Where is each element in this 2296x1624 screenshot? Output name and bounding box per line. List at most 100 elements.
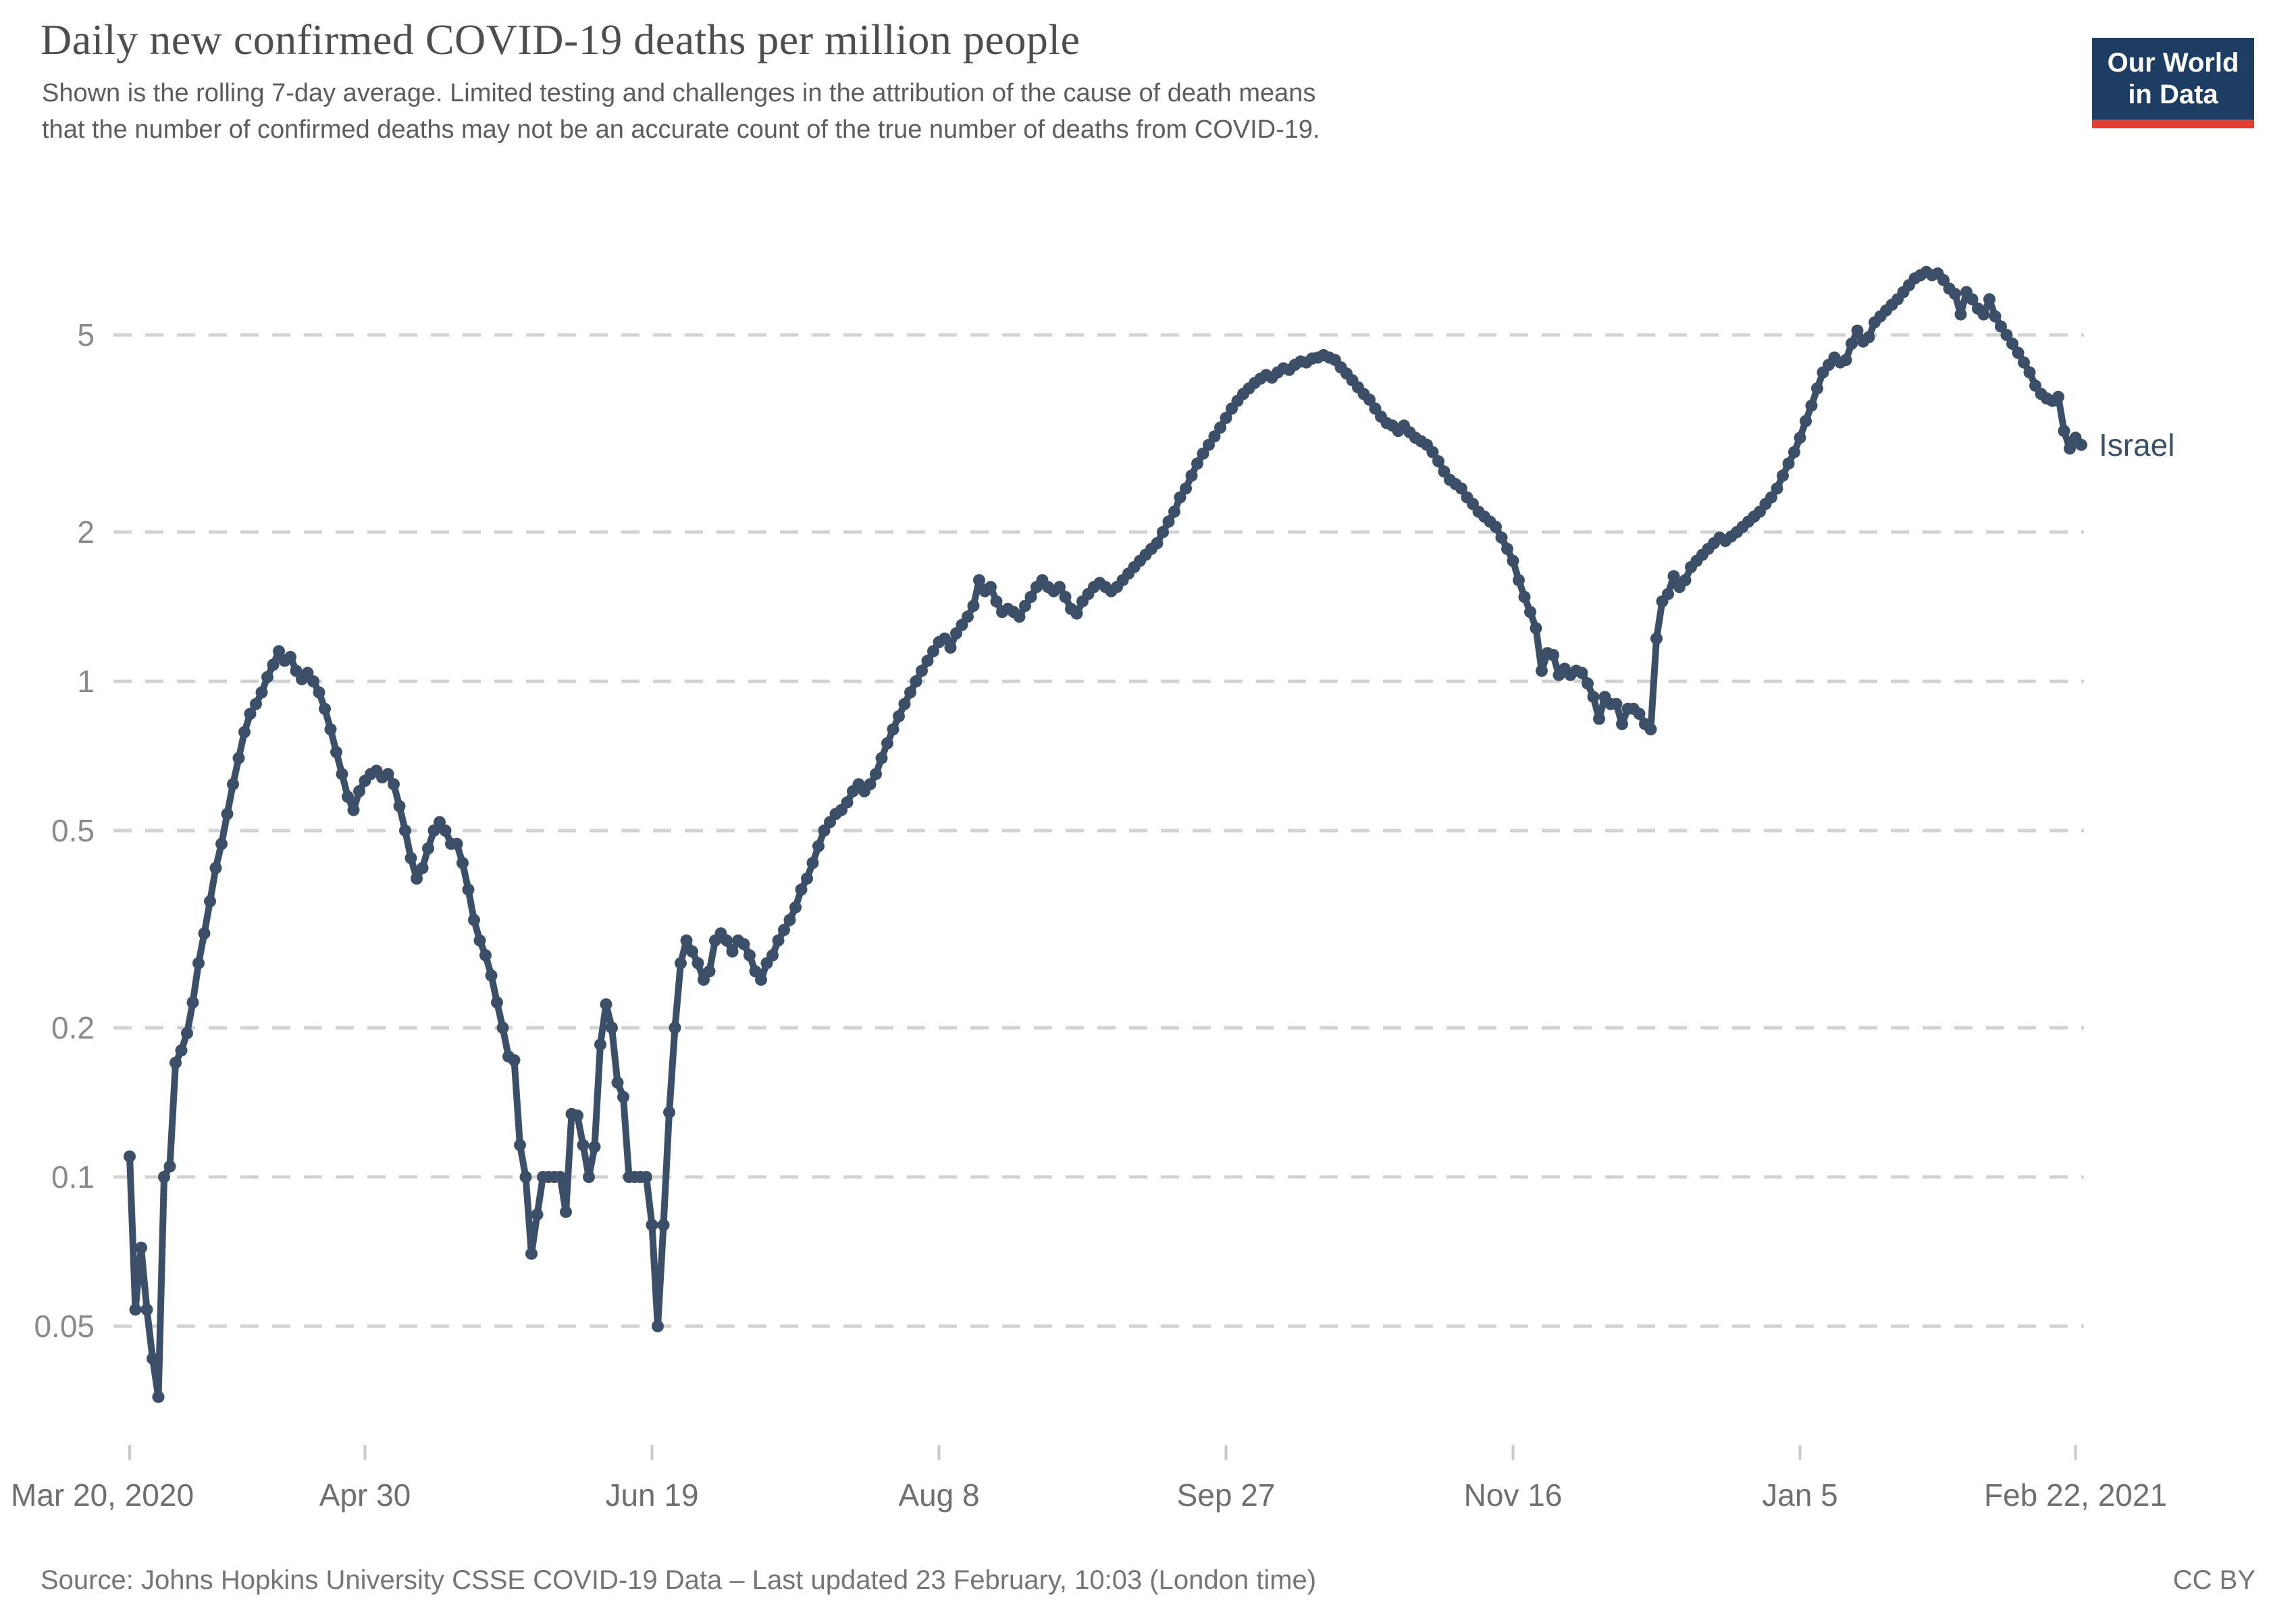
data-point[interactable] [1662,587,1674,600]
data-point[interactable] [1547,649,1559,661]
series-end-label-israel[interactable]: Israel [2099,427,2174,463]
data-point[interactable] [1610,698,1623,710]
data-point[interactable] [1426,446,1439,459]
data-point[interactable] [2075,438,2087,451]
data-point[interactable] [330,745,342,758]
data-point[interactable] [1151,537,1164,550]
data-point[interactable] [1501,542,1513,555]
data-point[interactable] [2012,346,2025,359]
data-point[interactable] [2018,356,2030,369]
data-point[interactable] [313,686,325,699]
data-point[interactable] [1490,521,1502,533]
data-point[interactable] [703,965,716,978]
data-point[interactable] [611,1076,624,1089]
data-point[interactable] [531,1208,544,1221]
data-point[interactable] [1162,515,1175,528]
data-point[interactable] [640,1171,652,1183]
data-point[interactable] [158,1171,170,1183]
data-point[interactable] [1191,457,1203,470]
data-point[interactable] [1518,591,1531,603]
data-point[interactable] [124,1150,136,1163]
data-point[interactable] [737,938,750,951]
data-point[interactable] [473,934,486,947]
data-point[interactable] [772,934,785,947]
data-point[interactable] [864,778,877,791]
data-point[interactable] [795,883,808,896]
owid-logo[interactable]: Our World in Data [2092,38,2254,128]
data-point[interactable] [783,914,796,926]
data-point[interactable] [990,595,1003,608]
data-point[interactable] [411,872,423,885]
data-point[interactable] [450,837,463,850]
data-point[interactable] [2052,390,2064,403]
data-point[interactable] [1977,308,1990,321]
data-point[interactable] [617,1091,629,1103]
data-point[interactable] [215,837,228,850]
data-point[interactable] [927,645,939,658]
data-point[interactable] [129,1303,142,1316]
data-point[interactable] [1024,591,1037,603]
data-point[interactable] [186,996,199,1009]
data-point[interactable] [1846,338,1858,350]
data-point[interactable] [600,998,612,1011]
data-point[interactable] [261,671,273,683]
data-point[interactable] [388,778,400,791]
data-point[interactable] [875,752,888,764]
data-point[interactable] [588,1141,601,1153]
data-point[interactable] [244,708,257,721]
data-point[interactable] [1363,393,1376,406]
data-point[interactable] [967,600,980,612]
data-point[interactable] [1616,718,1628,731]
data-point[interactable] [140,1303,153,1316]
data-point[interactable] [393,800,406,812]
data-point[interactable] [1954,308,1967,321]
data-point[interactable] [669,1022,681,1034]
data-point[interactable] [2000,329,2013,341]
data-point[interactable] [1495,531,1508,544]
data-point[interactable] [232,752,245,764]
data-point[interactable] [1587,691,1600,704]
data-point[interactable] [1633,708,1646,721]
data-point[interactable] [1536,664,1548,677]
data-point[interactable] [841,796,854,809]
data-point[interactable] [675,957,687,970]
data-point[interactable] [1059,591,1072,603]
data-point[interactable] [1530,622,1542,635]
data-point[interactable] [680,934,693,947]
data-point[interactable] [439,824,452,837]
data-point[interactable] [135,1241,147,1254]
data-point[interactable] [1019,600,1031,612]
data-point[interactable] [1524,606,1536,619]
data-point[interactable] [1782,457,1795,470]
data-point[interactable] [554,1171,567,1183]
data-point[interactable] [2064,442,2076,455]
data-point[interactable] [519,1171,532,1183]
data-point[interactable] [238,726,251,739]
data-point[interactable] [353,785,365,797]
data-point[interactable] [508,1054,521,1067]
license-link[interactable]: CC BY [2172,1565,2255,1595]
data-point[interactable] [904,686,916,699]
data-point[interactable] [525,1247,538,1260]
data-point[interactable] [152,1390,165,1403]
data-point[interactable] [1432,455,1444,468]
data-point[interactable] [250,698,262,710]
data-point[interactable] [2023,366,2036,379]
data-point[interactable] [198,927,211,940]
data-point[interactable] [1989,310,2002,323]
data-point[interactable] [422,842,434,855]
data-point[interactable] [1983,293,1995,306]
data-point[interactable] [273,645,285,658]
data-point[interactable] [1840,354,1852,367]
data-point[interactable] [307,675,319,687]
data-point[interactable] [1180,482,1192,495]
data-point[interactable] [491,996,503,1009]
data-point[interactable] [1157,526,1169,538]
data-point[interactable] [221,808,234,820]
data-point[interactable] [939,632,951,645]
data-point[interactable] [416,862,429,874]
data-point[interactable] [192,957,205,970]
data-point[interactable] [479,949,492,962]
data-point[interactable] [456,857,469,869]
data-point[interactable] [267,658,280,671]
